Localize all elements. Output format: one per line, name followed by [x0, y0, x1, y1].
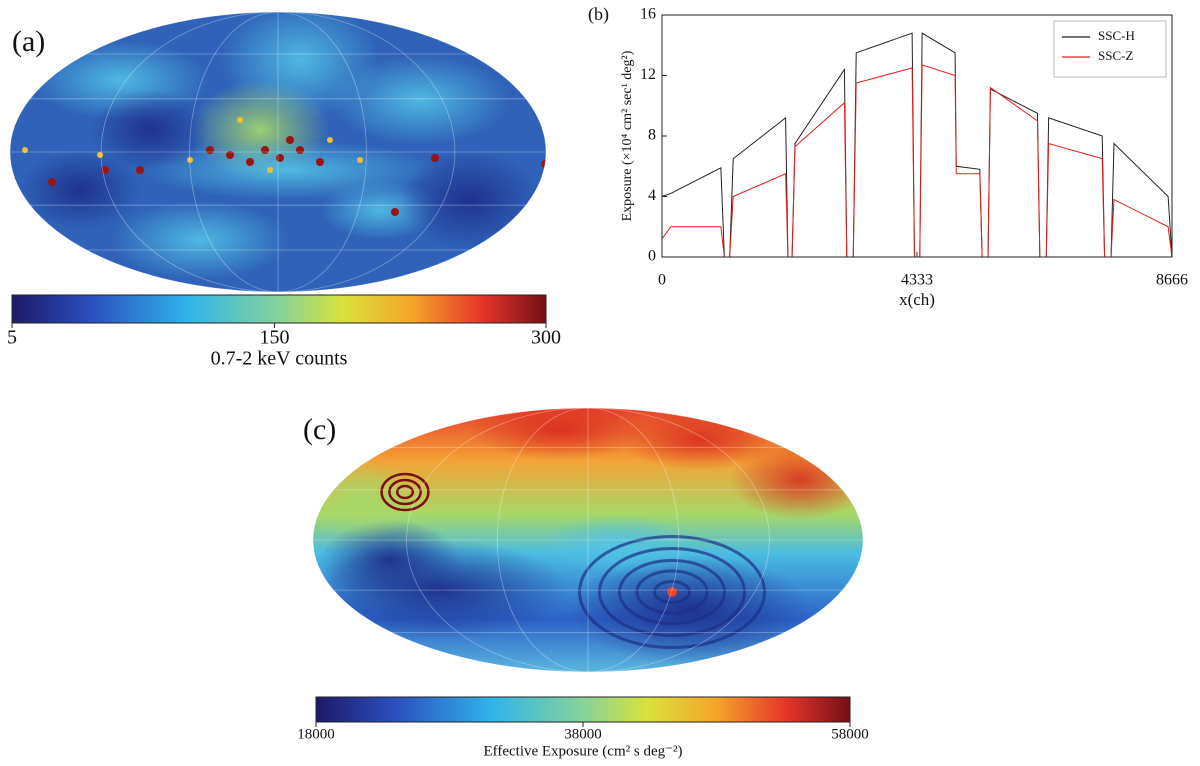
source [316, 158, 324, 166]
panel-label: (b) [588, 4, 609, 25]
sky-map [313, 408, 863, 672]
colorbar [315, 696, 851, 723]
colorbar-tick-label: 5 [7, 327, 17, 349]
source [276, 154, 284, 162]
colorbar-tick-label: 300 [531, 327, 561, 349]
meridian [100, 12, 456, 292]
y-tick-label: 12 [640, 66, 656, 83]
x-axis-label: x(ch) [899, 290, 935, 309]
y-tick-label: 0 [648, 248, 656, 265]
sky-region [313, 460, 420, 540]
source [327, 137, 333, 143]
source [357, 157, 363, 163]
sky-region [90, 90, 210, 170]
source [187, 157, 193, 163]
sky-region [320, 520, 460, 600]
source [541, 160, 546, 168]
source [286, 136, 294, 144]
colorbar-tick-label: 18000 [297, 726, 335, 742]
sky-region [330, 55, 510, 145]
source [22, 147, 28, 153]
colorbar-tick-label: 38000 [564, 726, 602, 742]
source [267, 167, 273, 173]
exposure-peak [667, 587, 677, 597]
legend-label: SSC-Z [1098, 48, 1133, 63]
x-tick-label: 8666 [1156, 272, 1188, 289]
source [391, 208, 399, 216]
sky-map [10, 4, 546, 292]
colorbar-tick-label: 58000 [831, 726, 869, 742]
source [97, 152, 103, 158]
sky-region [110, 200, 290, 280]
meridian [189, 12, 367, 292]
source [48, 178, 56, 186]
exposure-ring [388, 478, 422, 506]
legend-box [1053, 20, 1167, 78]
y-axis-label: Exposure (×10⁴ cm² sec¹ deg²) [620, 50, 635, 221]
y-tick-label: 8 [648, 127, 656, 144]
series-line [661, 64, 1173, 258]
source [101, 166, 109, 174]
source [261, 146, 269, 154]
source [136, 166, 144, 174]
exposure-ring [598, 547, 746, 637]
source [237, 117, 243, 123]
x-tick-label: 4333 [901, 272, 933, 289]
exposure-ring [653, 580, 691, 604]
meridian [406, 408, 770, 672]
sky-region [400, 150, 540, 250]
y-tick-label: 16 [640, 6, 656, 23]
colorbar-label: Effective Exposure (cm² s deg⁻²) [483, 743, 682, 759]
exposure-ring [380, 472, 430, 512]
source [296, 146, 304, 154]
meridian [496, 408, 680, 672]
panel-label: (a) [12, 25, 45, 58]
x-tick-label: 0 [658, 272, 666, 289]
sky-region [620, 410, 780, 470]
exposure-ring [635, 569, 709, 615]
colorbar-tick-label: 150 [259, 327, 289, 349]
source [226, 151, 234, 159]
sky-region [470, 408, 650, 460]
colorbar-label: 0.7-2 keV counts [211, 348, 348, 370]
source [431, 154, 439, 162]
legend-label: SSC-H [1098, 28, 1135, 43]
exposure-ring [618, 559, 726, 625]
colorbar [11, 294, 547, 324]
exposure-ring [578, 535, 766, 649]
panel-label: (c) [303, 413, 336, 446]
source [316, 4, 324, 12]
source [206, 146, 214, 154]
exposure-ring [395, 484, 415, 500]
source [246, 158, 254, 166]
y-tick-label: 4 [648, 187, 656, 204]
sky-region [20, 150, 140, 230]
